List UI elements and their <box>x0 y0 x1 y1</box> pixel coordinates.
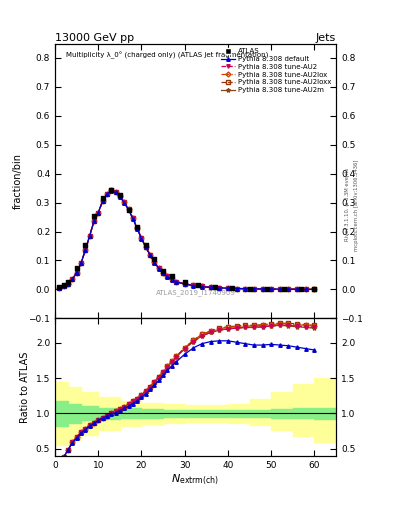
Point <box>143 241 149 249</box>
Text: mcplots.cern.ch [arXiv:1306.3436]: mcplots.cern.ch [arXiv:1306.3436] <box>354 159 359 250</box>
Legend: ATLAS, Pythia 8.308 default, Pythia 8.308 tune-AU2, Pythia 8.308 tune-AU2lox, Py: ATLAS, Pythia 8.308 default, Pythia 8.30… <box>220 47 332 94</box>
Point <box>195 281 201 289</box>
Point <box>117 191 123 200</box>
Point <box>82 241 88 249</box>
Point <box>151 255 158 263</box>
Point <box>65 278 71 286</box>
Point <box>91 211 97 220</box>
Point <box>229 284 235 292</box>
Point <box>169 272 175 281</box>
Point <box>311 285 318 293</box>
Point <box>108 185 114 194</box>
Point <box>61 281 67 289</box>
Text: ATLAS_2019_I1740909: ATLAS_2019_I1740909 <box>156 290 235 296</box>
Point <box>160 266 166 274</box>
Point <box>212 283 218 291</box>
Point <box>281 285 287 293</box>
Point <box>56 283 62 291</box>
Point <box>182 278 188 286</box>
Text: Multiplicity λ_0° (charged only) (ATLAS jet fragmentation): Multiplicity λ_0° (charged only) (ATLAS … <box>66 52 269 59</box>
Point <box>73 264 80 272</box>
Text: Rivet 3.1.10, ≥ 3.3M events: Rivet 3.1.10, ≥ 3.3M events <box>345 168 350 242</box>
Y-axis label: Ratio to ATLAS: Ratio to ATLAS <box>20 351 30 423</box>
Point <box>99 194 106 202</box>
Text: Jets: Jets <box>316 33 336 42</box>
X-axis label: $N_{\mathregular{extrm(ch)}}$: $N_{\mathregular{extrm(ch)}}$ <box>171 472 220 487</box>
Point <box>298 285 305 293</box>
Point <box>246 284 253 292</box>
Point <box>264 285 270 293</box>
Y-axis label: fraction/bin: fraction/bin <box>13 153 23 209</box>
Text: 13000 GeV pp: 13000 GeV pp <box>55 33 134 42</box>
Point <box>125 206 132 214</box>
Point <box>134 223 140 231</box>
